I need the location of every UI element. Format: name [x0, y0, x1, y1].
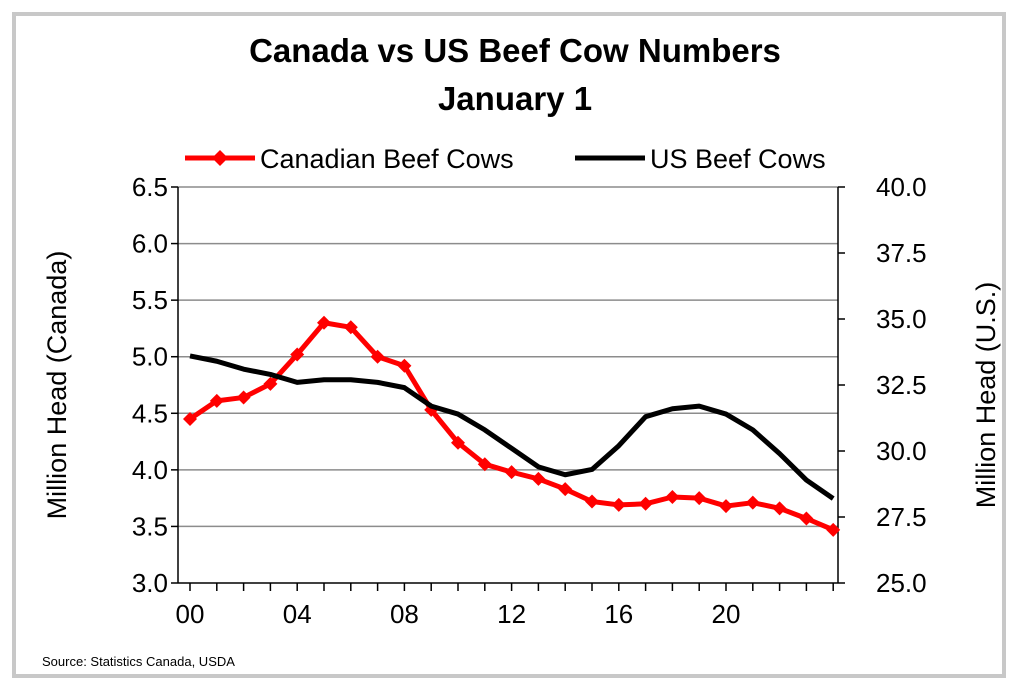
y-right-tick-label: 25.0: [876, 568, 927, 598]
canada-data-point: [183, 411, 197, 426]
canada-data-point: [611, 497, 626, 512]
canada-data-point: [638, 496, 653, 511]
y-left-tick-label: 4.5: [132, 398, 168, 428]
canada-data-point: [236, 390, 251, 405]
y-right-tick-label: 35.0: [876, 304, 927, 334]
y-axis-right-label: Million Head (U.S.): [971, 282, 1001, 509]
y-left-tick-label: 3.5: [132, 511, 168, 541]
y-left-tick-label: 5.0: [132, 342, 168, 372]
legend-canada-label: Canadian Beef Cows: [260, 144, 514, 174]
canada-data-point: [745, 495, 760, 510]
y-right-tick-label: 27.5: [876, 502, 927, 532]
y-right-tick-label: 37.5: [876, 238, 927, 268]
chart-title-line1: Canada vs US Beef Cow Numbers: [249, 32, 781, 69]
canada-data-point: [585, 494, 599, 509]
x-tick-label: 16: [604, 599, 633, 629]
x-tick-label: 00: [176, 599, 205, 629]
canada-data-point: [451, 435, 465, 450]
legend-us-label: US Beef Cows: [650, 144, 826, 174]
x-tick-label: 08: [390, 599, 419, 629]
canada-series-line: [188, 320, 835, 533]
canada-data-point: [826, 522, 841, 537]
canada-data-point: [531, 471, 546, 486]
canada-data-point: [263, 376, 278, 391]
canada-data-point: [343, 320, 358, 335]
y-axis-left-label: Million Head (Canada): [42, 251, 72, 520]
legend-canada-marker: [212, 150, 228, 166]
canada-data-point: [719, 499, 733, 514]
y-left-tick-label: 5.5: [132, 285, 168, 315]
y-right-tick-label: 40.0: [876, 172, 927, 202]
canada-data-point: [772, 501, 787, 516]
y-left-tick-label: 4.0: [132, 455, 168, 485]
y-left-tick-label: 6.5: [132, 172, 168, 202]
canada-data-point: [558, 482, 573, 497]
canada-data-point: [477, 457, 492, 472]
x-tick-label: 20: [712, 599, 741, 629]
y-right-tick-label: 30.0: [876, 436, 927, 466]
chart-frame: [12, 12, 1006, 678]
canada-data-point: [317, 315, 331, 330]
y-right-tick-label: 32.5: [876, 370, 927, 400]
canada-data-point: [209, 393, 224, 408]
canada-data-point: [799, 511, 814, 526]
chart-title-line2: January 1: [438, 80, 592, 117]
canada-data-point: [504, 465, 519, 480]
us-series-line: [189, 353, 835, 501]
y-left-tick-label: 6.0: [132, 229, 168, 259]
y-left-tick-label: 3.0: [132, 568, 168, 598]
x-tick-label: 12: [497, 599, 526, 629]
canada-data-point: [692, 491, 707, 506]
source-note: Source: Statistics Canada, USDA: [42, 654, 235, 669]
canada-data-point: [370, 349, 385, 364]
legend: Canadian Beef Cows US Beef Cows: [185, 144, 826, 174]
canada-data-point: [665, 490, 680, 505]
x-tick-label: 04: [283, 599, 312, 629]
canada-data-point: [290, 347, 305, 362]
canada-data-point: [397, 358, 412, 373]
